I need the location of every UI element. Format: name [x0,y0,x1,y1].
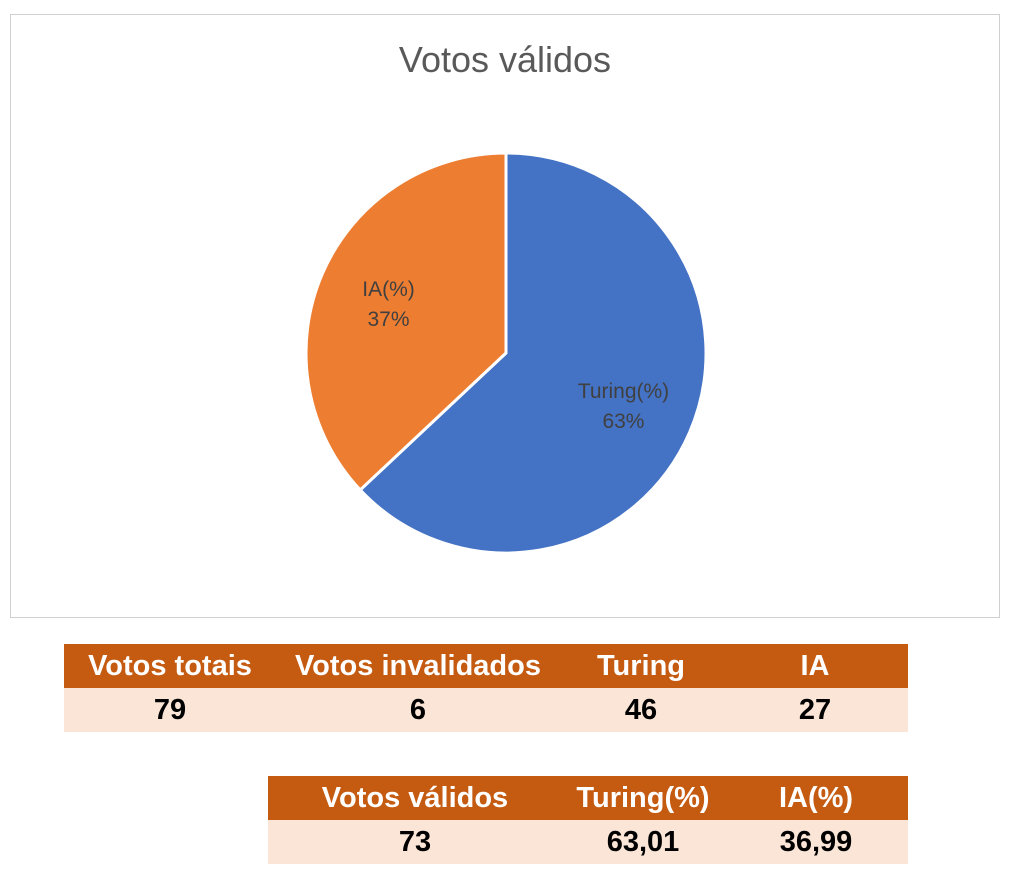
value-turing-pct: 63,01 [562,820,724,864]
valid-header-row: Votos válidos Turing(%) IA(%) [268,776,908,820]
value-votos-totais: 79 [64,688,276,732]
header-votos-totais: Votos totais [64,644,276,688]
slice-value-1: 37% [368,308,410,331]
pie-slice-1 [304,151,508,493]
totals-header-row: Votos totais Votos invalidados Turing IA [64,644,908,688]
slice-label-1: IA(%) [362,278,415,301]
valid-value-row: 73 63,01 36,99 [268,820,908,864]
valid-votes-table: Votos válidos Turing(%) IA(%) 73 63,01 3… [268,776,908,864]
totals-value-row: 79 6 46 27 [64,688,908,732]
value-votos-validos: 73 [268,820,562,864]
value-ia-pct: 36,99 [724,820,908,864]
pie-chart: Turing(%) 63% IA(%) 37% [304,151,708,555]
slice-value-0: 63% [602,410,644,433]
chart-frame: Votos válidos Turing(%) 63% IA(%) 37% [10,14,1000,618]
chart-title: Votos válidos [398,39,612,80]
value-votos-invalidados: 6 [276,688,560,732]
header-votos-invalidados: Votos invalidados [276,644,560,688]
pie-slice-0 [358,151,708,555]
header-turing-pct: Turing(%) [562,776,724,820]
slice-label-0: Turing(%) [578,380,669,403]
header-turing: Turing [560,644,722,688]
header-ia-pct: IA(%) [724,776,908,820]
header-ia: IA [722,644,908,688]
totals-table: Votos totais Votos invalidados Turing IA… [64,644,908,732]
value-turing: 46 [560,688,722,732]
value-ia: 27 [722,688,908,732]
header-votos-validos: Votos válidos [268,776,562,820]
